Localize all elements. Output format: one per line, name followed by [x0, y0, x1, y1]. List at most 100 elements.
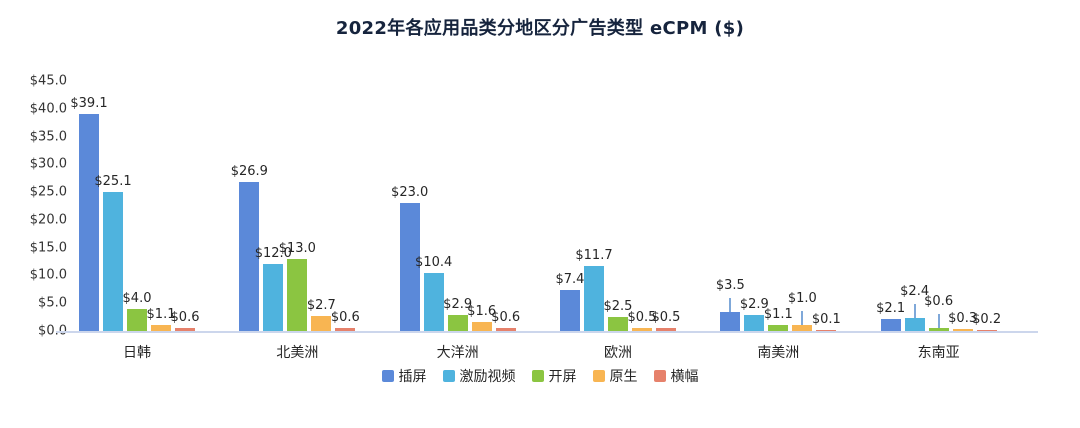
bar-value-label: $11.7 [575, 248, 613, 263]
bar [103, 191, 123, 331]
bar-value-label: $0.2 [972, 311, 1002, 327]
bar-row: $7.4 $11.7 $2.5 $0.5 $0.5 [556, 81, 717, 331]
bar-column: $1.0 [788, 81, 817, 331]
bar [928, 327, 949, 331]
y-axis-tick-label: $10.0 [29, 267, 67, 283]
bar-value-label: $12.0 [254, 246, 292, 262]
x-axis-label: 大洋洲 [436, 345, 479, 361]
legend-color-swatch [381, 370, 394, 382]
bar-value-label: $0.6 [330, 309, 360, 325]
bar-column: $1.1 [147, 81, 175, 331]
bar [447, 314, 468, 331]
bar-value-label: $2.9 [443, 296, 473, 312]
bar-column: $0.5 [652, 81, 680, 331]
bar-value-label: $0.1 [811, 312, 841, 328]
legend-label: 横幅 [670, 369, 699, 385]
bar-value-label: $25.1 [94, 173, 132, 189]
label-leader-line [913, 303, 916, 318]
x-axis-label: 南美洲 [757, 345, 800, 361]
bar [607, 317, 628, 331]
y-axis-tick-label: $35.0 [29, 129, 67, 145]
legend-color-swatch [531, 370, 544, 382]
legend: 插屏 激励视频 开屏 原生 横幅 [0, 366, 1080, 386]
y-axis-tick-label: $5.0 [38, 295, 67, 311]
bar [287, 258, 308, 331]
bar-row: $26.9 $12.0 $13.0 $2.7 $0.6 [231, 81, 396, 331]
bar [631, 328, 652, 331]
y-axis-tick-label: $20.0 [29, 212, 67, 228]
bar-value-label: $26.9 [230, 163, 268, 179]
y-axis-tick-label: $45.0 [29, 73, 67, 89]
bar-value-label: $23.0 [391, 185, 429, 201]
bar-column: $0.6 [924, 81, 953, 331]
bar-row: $3.5 $2.9 $1.1 $1.0 $0.1 [716, 81, 877, 331]
bar-row: $39.1 $25.1 $4.0 $1.1 $0.6 [70, 81, 236, 331]
bar [880, 319, 901, 331]
bar-group: $23.0 $10.4 $2.9 $1.6 $0.6 大洋洲 [391, 81, 557, 361]
bar-value-label: $10.4 [415, 255, 453, 271]
bar [768, 324, 789, 331]
legend-item: 横幅 [653, 366, 699, 386]
bar [239, 181, 260, 331]
bar-column: $2.5 [604, 81, 632, 331]
bar-value-label: $2.9 [739, 296, 769, 312]
bar-column: $2.4 [900, 81, 929, 331]
bar [175, 327, 195, 331]
bar [263, 264, 284, 331]
bar-column: $0.6 [171, 81, 199, 331]
legend-item: 插屏 [381, 366, 427, 386]
bar-column: $26.9 [231, 81, 268, 331]
bar-value-label: $1.6 [467, 304, 497, 320]
bar-column: $10.4 [415, 81, 452, 331]
bar [792, 325, 813, 331]
bar-value-label: $1.0 [787, 291, 817, 307]
bar-value-label: $0.5 [627, 310, 657, 326]
bar-value-label: $2.5 [603, 299, 633, 315]
bar [904, 317, 925, 331]
bar-value-label: $0.6 [170, 309, 200, 325]
bar-column: $11.7 [575, 81, 613, 331]
legend-label: 原生 [609, 369, 638, 385]
chart-title: 2022年各应用品类分地区分广告类型 eCPM ($) [335, 18, 745, 39]
bar-column: $25.1 [94, 81, 132, 331]
bar-value-label: $2.1 [876, 301, 906, 317]
legend-label: 激励视频 [459, 369, 516, 385]
y-axis-tick-label: $30.0 [29, 156, 67, 172]
bar [720, 311, 741, 331]
bar-group: $3.5 $2.9 $1.1 $1.0 $0.1 南美洲 [716, 81, 877, 361]
bar-group: $7.4 $11.7 $2.5 $0.5 $0.5 欧洲 [556, 81, 717, 361]
legend-color-swatch [592, 370, 605, 382]
bar-column: $23.0 [391, 81, 428, 331]
bar [495, 327, 516, 331]
legend-item: 原生 [592, 366, 638, 386]
bar [423, 273, 444, 331]
bar-column: $0.1 [812, 81, 841, 331]
bar-column: $7.4 [556, 81, 584, 331]
bar-groups: $39.1 $25.1 $4.0 $1.1 $0.6 日韩 $26.9 $12.0 $13.0 $… [70, 81, 1038, 361]
bar-column: $0.6 [331, 81, 360, 331]
bar-value-label: $2.4 [900, 283, 930, 299]
bar-column: $3.5 [716, 81, 745, 331]
plot-area: $45.0 $40.0 $35.0 $30.0 $25.0 $20.0 $15.0 $10.0… [30, 74, 1038, 361]
bar-column: $0.3 [948, 81, 977, 331]
x-axis-label: 日韩 [123, 345, 151, 361]
bar [311, 316, 332, 331]
bar-column: $39.1 [70, 81, 108, 331]
bar-value-label: $0.6 [491, 309, 521, 325]
bar-column: $1.1 [764, 81, 793, 331]
y-axis-tick-label: $0.0 [38, 323, 67, 339]
legend-item: 激励视频 [442, 366, 516, 386]
y-axis: $45.0 $40.0 $35.0 $30.0 $25.0 $20.0 $15.0 $10.0… [7, 74, 67, 339]
bar-row: $2.1 $2.4 $0.6 $0.3 $0.2 [876, 81, 1038, 331]
bar-column: $0.2 [972, 81, 1001, 331]
bar [952, 329, 973, 331]
bar-column: $2.1 [876, 81, 905, 331]
bar [335, 327, 356, 331]
legend-color-swatch [653, 370, 666, 382]
bar-group: $39.1 $25.1 $4.0 $1.1 $0.6 日韩 [70, 81, 236, 361]
bar [816, 330, 837, 331]
y-axis-tick-label: $25.0 [29, 184, 67, 200]
bar [127, 308, 147, 331]
bar-column: $4.0 [123, 81, 151, 331]
bar [79, 113, 99, 331]
